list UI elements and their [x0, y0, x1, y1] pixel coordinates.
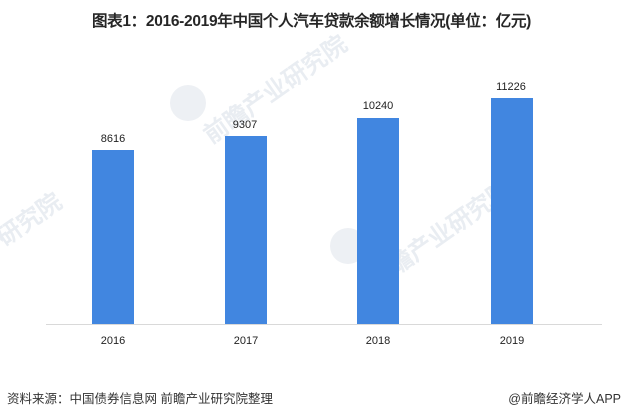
- bar-2019: [491, 98, 533, 324]
- x-tick-label: 2019: [499, 335, 525, 347]
- watermark: 研究院: [0, 188, 67, 252]
- data-label: 8616: [100, 133, 126, 145]
- bar-2018: [357, 118, 399, 324]
- data-label: 11226: [496, 81, 526, 93]
- data-label: 9307: [232, 119, 258, 131]
- x-tick-label: 2017: [233, 335, 259, 347]
- bar-2016: [92, 150, 134, 324]
- chart-title: 图表1：2016-2019年中国个人汽车贷款余额增长情况(单位：亿元): [91, 13, 532, 30]
- source-note: 资料来源：中国债券信息网 前瞻产业研究院整理: [7, 392, 273, 406]
- bar-2017: [225, 136, 267, 324]
- x-tick-label: 2018: [365, 335, 391, 347]
- brand-credit: @前瞻经济学人APP: [508, 392, 621, 406]
- watermark-logo-icon: [170, 85, 206, 121]
- x-tick-label: 2016: [100, 335, 126, 347]
- data-label: 10240: [362, 100, 394, 112]
- watermark: 前瞻产业研究院: [199, 30, 353, 150]
- x-axis-line: [46, 324, 602, 325]
